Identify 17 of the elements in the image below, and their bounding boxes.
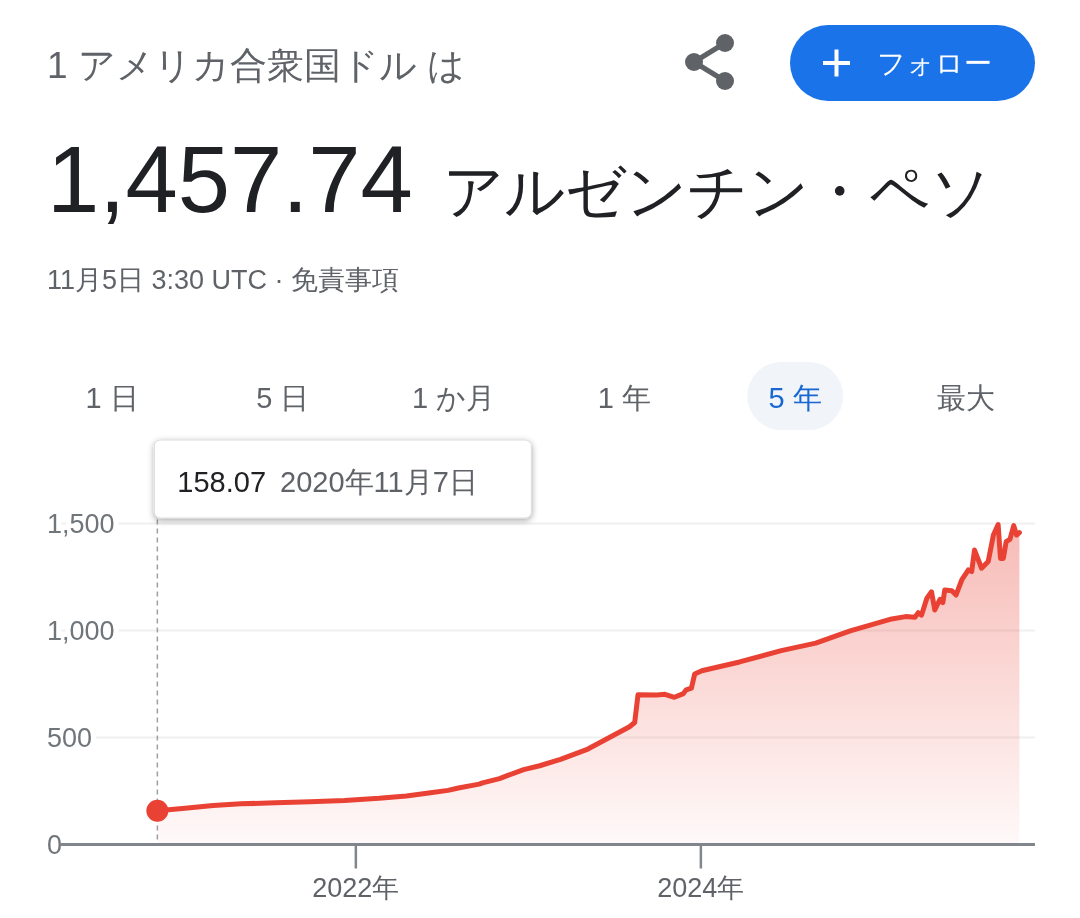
- y-tick-label: 500: [47, 723, 93, 754]
- chart-title: 1 アメリカ合衆国ドル は: [47, 45, 466, 86]
- text: 1 か月: [412, 382, 496, 414]
- text: 1 日: [85, 382, 139, 414]
- text: 1 年: [597, 382, 651, 414]
- x-tick-label: 2022年: [312, 873, 400, 903]
- text: 158.07 2020年11月7日: [177, 466, 478, 498]
- text: 5 日: [256, 382, 310, 414]
- text: 最大: [937, 382, 995, 414]
- y-tick-label: 0: [47, 830, 63, 861]
- y-tick-label: 1,000: [47, 616, 115, 647]
- y-tick-label: 1,500: [47, 509, 115, 540]
- text: フォロー: [877, 48, 992, 79]
- text: 5 年: [768, 382, 822, 414]
- x-tick-label: 2024年: [657, 873, 745, 903]
- chart-subtitle: 1,457.74 アルゼンチン・ペソ: [47, 127, 991, 232]
- text: 11月5日 3:30 UTC · 免責事項: [47, 265, 400, 295]
